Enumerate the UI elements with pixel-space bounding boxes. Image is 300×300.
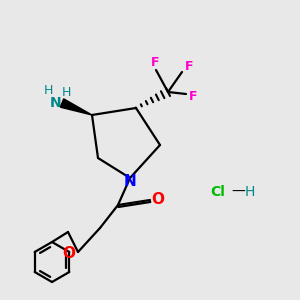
Text: F: F [151, 56, 159, 70]
Text: H: H [61, 86, 71, 100]
Text: —: — [231, 185, 245, 199]
Text: O: O [62, 245, 76, 260]
Text: F: F [189, 89, 197, 103]
Text: H: H [43, 85, 53, 98]
Text: F: F [185, 59, 193, 73]
Text: N: N [124, 173, 136, 188]
Polygon shape [60, 99, 92, 115]
Text: O: O [152, 193, 164, 208]
Text: N: N [50, 96, 62, 110]
Text: Cl: Cl [211, 185, 225, 199]
Text: H: H [245, 185, 255, 199]
